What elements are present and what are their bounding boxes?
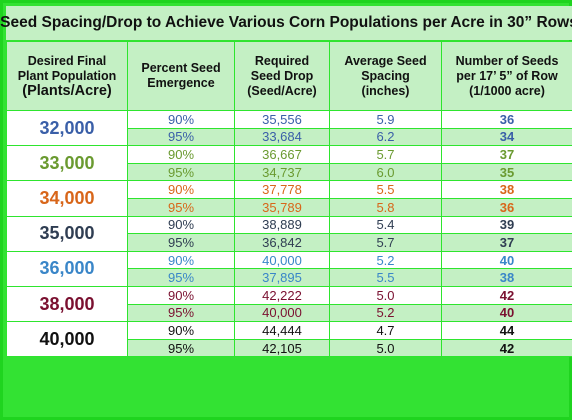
table-row: 95% 37,895 5.5 38 xyxy=(7,268,572,287)
seed-drop-cell: 35,789 xyxy=(234,197,330,217)
spacing-cell: 6.2 xyxy=(329,127,442,147)
spacing-cell: 5.4 xyxy=(329,215,442,235)
table-row: 33,000 90% 36,667 5.7 37 xyxy=(6,145,572,182)
emergence-cell: 90% xyxy=(127,180,235,199)
spacing-cell: 5.5 xyxy=(329,268,442,287)
header-seeds-per-row: Number of Seeds per 17’ 5” of Row (1/100… xyxy=(441,41,572,111)
seed-spacing-table: Desired Final Plant Population (Plants/A… xyxy=(6,41,572,358)
seed-drop-cell: 36,667 xyxy=(234,145,330,164)
population-cell: 32,000 xyxy=(6,109,128,147)
header-spacing: Average Seed Spacing (inches) xyxy=(329,41,442,111)
emergence-cell: 95% xyxy=(127,127,235,147)
spacing-cell: 5.0 xyxy=(329,285,442,305)
table-row: 95% 42,105 5.0 42 xyxy=(7,338,572,358)
spacing-cell: 5.2 xyxy=(329,303,442,323)
population-cell: 36,000 xyxy=(6,250,128,287)
seed-drop-cell: 36,842 xyxy=(234,233,330,252)
seeds-per-row-cell: 42 xyxy=(441,285,572,305)
spacing-cell: 4.7 xyxy=(329,321,442,340)
seed-drop-cell: 40,000 xyxy=(234,303,330,323)
emergence-cell: 90% xyxy=(127,110,235,129)
spacing-cell: 5.2 xyxy=(329,250,442,270)
seed-drop-cell: 37,895 xyxy=(234,268,330,287)
table-row: 36,000 90% 40,000 5.2 40 xyxy=(6,250,572,287)
seeds-per-row-cell: 40 xyxy=(441,250,572,270)
seeds-per-row-cell: 44 xyxy=(441,321,572,340)
spacing-cell: 5.8 xyxy=(329,197,442,217)
spacing-cell: 6.0 xyxy=(329,162,442,182)
seeds-per-row-cell: 38 xyxy=(441,180,572,199)
seed-drop-cell: 42,105 xyxy=(234,338,330,358)
seeds-per-row-cell: 39 xyxy=(441,215,572,235)
seeds-per-row-cell: 36 xyxy=(441,197,572,217)
seed-drop-cell: 37,778 xyxy=(234,180,330,199)
spacing-cell: 5.5 xyxy=(329,180,442,199)
seeds-per-row-cell: 35 xyxy=(441,162,572,182)
table-row: 95% 33,684 6.2 34 xyxy=(7,127,572,147)
seed-drop-cell: 40,000 xyxy=(234,250,330,270)
table-row: 95% 40,000 5.2 40 xyxy=(7,303,572,323)
emergence-cell: 90% xyxy=(127,285,235,305)
seeds-per-row-cell: 37 xyxy=(441,145,572,164)
seeds-per-row-cell: 42 xyxy=(441,338,572,358)
seed-drop-cell: 44,444 xyxy=(234,321,330,340)
emergence-cell: 95% xyxy=(127,233,235,252)
emergence-cell: 95% xyxy=(127,268,235,287)
emergence-cell: 95% xyxy=(127,197,235,217)
spacing-cell: 5.7 xyxy=(329,233,442,252)
seed-drop-cell: 35,556 xyxy=(234,110,330,129)
table-row: 95% 36,842 5.7 37 xyxy=(7,233,572,252)
seed-drop-cell: 34,737 xyxy=(234,162,330,182)
table-row: 40,000 90% 44,444 4.7 44 xyxy=(6,321,572,358)
table-row: 32,000 90% 35,556 5.9 36 xyxy=(6,109,572,147)
population-cell: 35,000 xyxy=(6,215,128,252)
seeds-per-row-cell: 37 xyxy=(441,233,572,252)
emergence-cell: 95% xyxy=(127,162,235,182)
table-row: 35,000 90% 38,889 5.4 39 xyxy=(6,215,572,252)
header-seed-drop: Required Seed Drop (Seed/Acre) xyxy=(234,41,330,111)
emergence-cell: 90% xyxy=(127,250,235,270)
table-row: 38,000 90% 42,222 5.0 42 xyxy=(6,285,572,323)
emergence-cell: 90% xyxy=(127,215,235,235)
table-body: 32,000 90% 35,556 5.9 36 95% 33,684 6.2 34 33,000… xyxy=(6,109,572,358)
seeds-per-row-cell: 38 xyxy=(441,268,572,287)
emergence-cell: 90% xyxy=(127,145,235,164)
population-cell: 34,000 xyxy=(6,180,128,217)
seeds-per-row-cell: 36 xyxy=(441,110,572,129)
population-cell: 33,000 xyxy=(6,145,128,182)
population-cell: 38,000 xyxy=(6,285,128,323)
seeds-per-row-cell: 40 xyxy=(441,303,572,323)
table-title: Seed Spacing/Drop to Achieve Various Cor… xyxy=(0,6,572,40)
header-population: Desired Final Plant Population (Plants/A… xyxy=(6,41,128,111)
spacing-cell: 5.0 xyxy=(329,338,442,358)
emergence-cell: 95% xyxy=(127,338,235,358)
seeds-per-row-cell: 34 xyxy=(441,127,572,147)
emergence-cell: 95% xyxy=(127,303,235,323)
table-row: 34,000 90% 37,778 5.5 38 xyxy=(6,180,572,217)
seed-drop-cell: 33,684 xyxy=(234,127,330,147)
spacing-cell: 5.7 xyxy=(329,145,442,164)
seed-drop-cell: 38,889 xyxy=(234,215,330,235)
header-emergence: Percent Seed Emergence xyxy=(127,41,235,111)
seed-drop-cell: 42,222 xyxy=(234,285,330,305)
table-row: 95% 35,789 5.8 36 xyxy=(7,197,572,217)
header-row: Desired Final Plant Population (Plants/A… xyxy=(6,41,572,111)
population-cell: 40,000 xyxy=(6,321,128,358)
spacing-cell: 5.9 xyxy=(329,110,442,129)
emergence-cell: 90% xyxy=(127,321,235,340)
